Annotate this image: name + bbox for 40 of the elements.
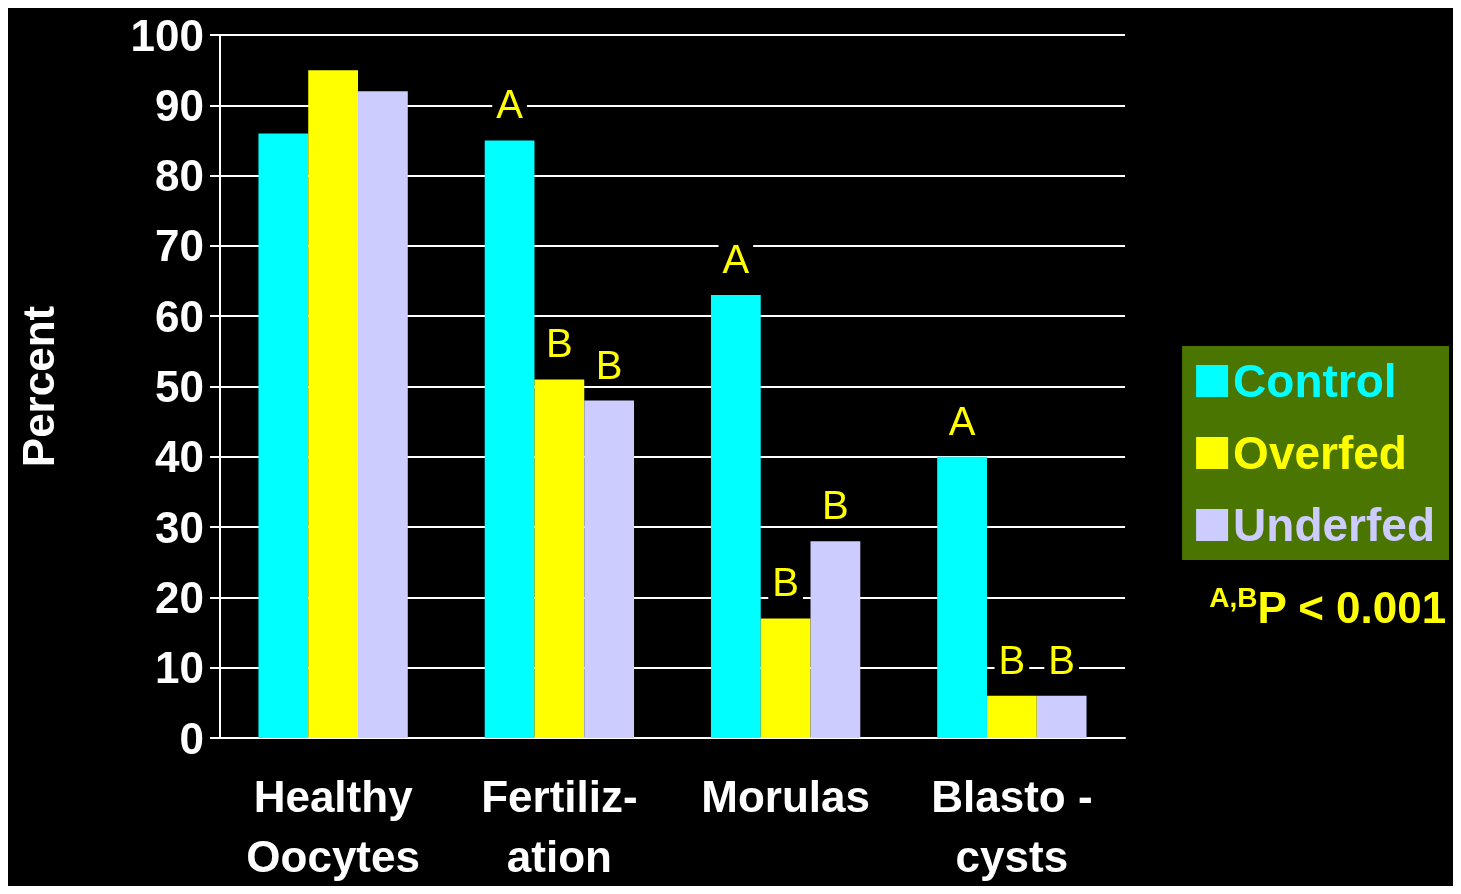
bar [710, 295, 761, 738]
data-label: A [722, 237, 750, 282]
bar [937, 456, 987, 738]
y-tick-label: 80 [155, 151, 204, 201]
bar [534, 379, 585, 738]
bar [484, 140, 535, 738]
y-tick-label: 100 [130, 10, 204, 60]
bar [1036, 695, 1087, 738]
data-label: A [948, 398, 976, 443]
legend-label: Control [1233, 355, 1397, 407]
y-tick-label: 40 [155, 432, 204, 482]
data-label: B [772, 560, 799, 605]
y-tick-label: 60 [155, 291, 204, 341]
bar [584, 400, 635, 738]
bar [258, 133, 309, 738]
bar [760, 618, 811, 738]
data-label: A [496, 82, 524, 127]
data-label: B [1048, 637, 1075, 682]
bar [358, 91, 408, 738]
y-tick-label: 90 [155, 80, 204, 130]
data-label: B [595, 342, 623, 387]
y-axis-title: Percent [13, 305, 63, 468]
data-label: B [998, 637, 1026, 682]
bar [308, 70, 359, 738]
x-tick-label: Blasto - cysts [931, 771, 1093, 881]
y-tick-label: 30 [155, 502, 204, 552]
y-tick-label: 70 [155, 221, 204, 271]
data-label: B [822, 483, 849, 528]
y-tick-label: 20 [155, 572, 204, 622]
y-tick-label: 50 [155, 362, 204, 411]
y-tick-label: 0 [179, 713, 204, 763]
legend-label: Underfed [1233, 499, 1435, 551]
x-tick-label: Fertiliz- ation [481, 771, 638, 881]
data-label: B [546, 321, 573, 366]
y-tick-label: 10 [155, 643, 204, 693]
legend-label: Overfed [1233, 427, 1407, 479]
x-tick-label: Morulas [701, 771, 870, 821]
x-tick-label: Healthy Oocytes [246, 771, 420, 881]
bar [986, 695, 1037, 738]
bar [810, 541, 861, 738]
